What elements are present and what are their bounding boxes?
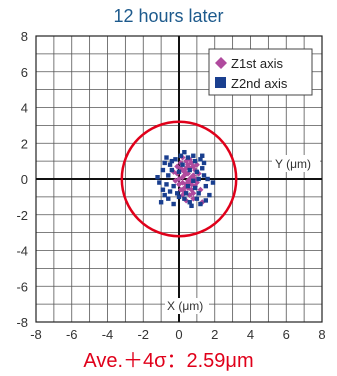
tolerance-circle-layer bbox=[120, 120, 238, 238]
data-point-z2nd bbox=[201, 160, 207, 166]
data-point-z2nd bbox=[192, 185, 198, 191]
x-tick-label: 4 bbox=[247, 327, 254, 342]
data-point-z1st bbox=[176, 176, 182, 182]
data-point-z2nd bbox=[185, 183, 191, 189]
y-axis-label-bg bbox=[272, 155, 320, 172]
data-point-z2nd bbox=[155, 175, 160, 180]
x-tick-label: -2 bbox=[137, 327, 149, 342]
data-point-z2nd bbox=[187, 200, 192, 205]
x-axis-label: X (μm) bbox=[167, 299, 203, 313]
data-points bbox=[155, 149, 216, 209]
legend-box bbox=[208, 48, 313, 96]
x-tick-label: -6 bbox=[66, 327, 78, 342]
data-point-z2nd bbox=[200, 153, 205, 158]
x-tick-label: -8 bbox=[30, 327, 42, 342]
data-point-z2nd bbox=[196, 191, 201, 196]
data-point-z2nd bbox=[167, 162, 173, 167]
data-point-z2nd bbox=[210, 180, 216, 185]
data-point-z2nd bbox=[158, 200, 164, 205]
y-tick-label: -8 bbox=[16, 315, 28, 330]
data-point-z2nd bbox=[183, 191, 189, 196]
data-point-z1st bbox=[174, 163, 181, 170]
x-tick-label: 8 bbox=[318, 327, 325, 342]
data-point-z2nd bbox=[196, 176, 201, 182]
x-tick-label: 2 bbox=[211, 327, 218, 342]
data-point-z2nd bbox=[176, 169, 182, 175]
data-point-z2nd bbox=[171, 201, 176, 207]
data-point-z2nd bbox=[200, 166, 205, 171]
data-point-z2nd bbox=[203, 183, 209, 189]
data-point-z2nd bbox=[194, 196, 200, 201]
y-tick-label: -2 bbox=[16, 208, 28, 223]
data-point-z2nd bbox=[166, 196, 171, 201]
data-point-z2nd bbox=[176, 194, 182, 200]
x-tick-label: 0 bbox=[175, 327, 182, 342]
data-point-z2nd bbox=[169, 158, 175, 164]
tolerance-circle bbox=[120, 120, 238, 238]
data-point-z2nd bbox=[171, 183, 176, 189]
data-point-z2nd bbox=[182, 149, 187, 155]
data-point-z2nd bbox=[162, 160, 167, 166]
data-point-z2nd bbox=[194, 169, 200, 175]
data-point-z2nd bbox=[175, 191, 180, 196]
data-point-z2nd bbox=[164, 155, 169, 160]
legend-marker-z1st bbox=[215, 57, 227, 69]
legend-label-z1st: Z1st axis bbox=[231, 56, 284, 71]
chart-title: 12 hours later bbox=[113, 6, 224, 26]
x-tick-label: 6 bbox=[283, 327, 290, 342]
data-point-z2nd bbox=[191, 178, 196, 183]
y-tick-label: 6 bbox=[21, 65, 28, 80]
y-tick-label: 8 bbox=[21, 29, 28, 44]
data-point-z2nd bbox=[201, 173, 207, 178]
data-point-z1st bbox=[179, 179, 186, 186]
data-point-z2nd bbox=[203, 198, 209, 203]
data-point-z2nd bbox=[189, 203, 194, 209]
data-point-z2nd bbox=[164, 182, 169, 187]
data-point-z2nd bbox=[162, 192, 167, 198]
y-axis-label: Y (μm) bbox=[275, 157, 311, 171]
data-point-z1st bbox=[181, 172, 188, 179]
y-tick-label: -6 bbox=[16, 279, 28, 294]
data-point-z2nd bbox=[157, 180, 162, 185]
legend: Z1st axis Z2nd axis bbox=[208, 48, 313, 96]
data-point-z2nd bbox=[160, 187, 166, 192]
data-point-z2nd bbox=[191, 153, 196, 158]
y-tick-label: -4 bbox=[16, 244, 28, 259]
data-point-z2nd bbox=[173, 157, 178, 162]
data-point-z2nd bbox=[167, 189, 173, 194]
average-annotation: Ave.＋4σ：2.59μm bbox=[83, 350, 254, 372]
legend-label-z2nd: Z2nd axis bbox=[231, 76, 288, 91]
tick-labels: -8 -6 -4 -2 0 2 4 6 8 8 6 4 2 0 -2 -4 -6 -8 bbox=[16, 29, 325, 342]
x-axis-label-bg bbox=[165, 298, 209, 314]
data-point-z2nd bbox=[182, 196, 187, 201]
y-tick-label: 2 bbox=[21, 136, 28, 151]
data-point-z2nd bbox=[166, 173, 171, 178]
data-point-z2nd bbox=[160, 167, 166, 173]
data-point-z2nd bbox=[178, 153, 183, 158]
x-tick-label: -4 bbox=[102, 327, 114, 342]
data-point-z2nd bbox=[180, 162, 185, 167]
axis-labels: Y (μm) X (μm) bbox=[165, 155, 320, 314]
legend-marker-z2nd bbox=[215, 77, 226, 88]
data-point-z2nd bbox=[198, 157, 203, 162]
data-point-z2nd bbox=[169, 167, 175, 173]
data-point-z2nd bbox=[198, 201, 203, 207]
data-point-z2nd bbox=[187, 167, 192, 173]
data-point-z2nd bbox=[205, 176, 210, 182]
y-tick-label: 4 bbox=[21, 101, 28, 116]
data-point-z2nd bbox=[207, 192, 212, 198]
y-tick-label: 0 bbox=[21, 172, 28, 187]
data-point-z2nd bbox=[185, 155, 191, 160]
data-point-z2nd bbox=[192, 158, 198, 164]
